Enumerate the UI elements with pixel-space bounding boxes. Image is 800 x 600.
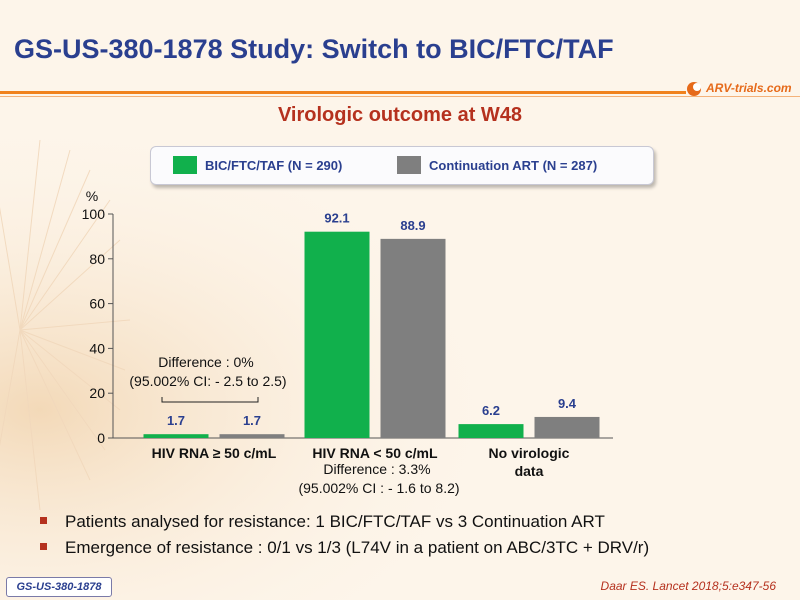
bullet-marker — [40, 517, 47, 524]
bar — [534, 416, 600, 438]
chart-legend: BIC/FTC/TAF (N = 290) Continuation ART (… — [150, 146, 654, 185]
y-tick-label: 0 — [97, 430, 105, 446]
legend-item-bic: BIC/FTC/TAF (N = 290) — [173, 156, 342, 174]
y-tick-label: 80 — [89, 251, 105, 267]
bar — [219, 434, 285, 438]
bullet-list: Patients analysed for resistance: 1 BIC/… — [40, 512, 790, 564]
arv-logo-icon — [687, 82, 701, 96]
bar — [458, 424, 524, 438]
x-tick-label: No virologic — [489, 445, 570, 461]
page-title: GS-US-380-1878 Study: Switch to BIC/FTC/… — [14, 34, 614, 64]
y-tick-label: 60 — [89, 296, 105, 312]
x-tick-label: HIV RNA ≥ 50 c/mL — [152, 445, 277, 461]
chart-subtitle: Virologic outcome at W48 — [277, 104, 523, 126]
arv-trials-logo: ARV-trials.com — [684, 78, 796, 100]
study-badge: GS-US-380-1878 — [6, 577, 112, 597]
y-tick-label: 20 — [89, 385, 105, 401]
bar — [380, 238, 446, 438]
difference-bracket — [161, 397, 259, 403]
difference-annotation: Difference : 3.3% — [323, 461, 430, 477]
data-label: 92.1 — [324, 211, 349, 226]
data-label: 1.7 — [243, 413, 261, 428]
data-label: 1.7 — [167, 413, 185, 428]
x-tick-label: data — [515, 463, 544, 479]
citation: Daar ES. Lancet 2018;5:e347-56 — [600, 579, 776, 593]
bar — [304, 231, 370, 438]
title-underline — [0, 91, 686, 94]
y-tick-label: 100 — [82, 206, 106, 222]
bullet-text: Emergence of resistance : 0/1 vs 1/3 (L7… — [65, 538, 650, 557]
x-tick-label: HIV RNA < 50 c/mL — [312, 445, 438, 461]
legend-item-continuation: Continuation ART (N = 287) — [397, 156, 597, 174]
bullet-item: Patients analysed for resistance: 1 BIC/… — [40, 512, 790, 532]
data-label: 6.2 — [482, 403, 500, 418]
bullet-item: Emergence of resistance : 0/1 vs 1/3 (L7… — [40, 538, 790, 558]
logo-text: ARV-trials.com — [706, 81, 792, 95]
study-badge-text: GS-US-380-1878 — [16, 581, 102, 593]
difference-annotation: (95.002% CI: - 2.5 to 2.5) — [129, 373, 286, 389]
bullet-text: Patients analysed for resistance: 1 BIC/… — [65, 512, 605, 531]
legend-swatch-bic — [173, 156, 197, 174]
data-label: 88.9 — [400, 218, 425, 233]
legend-label-bic: BIC/FTC/TAF (N = 290) — [205, 157, 343, 173]
bullet-marker — [40, 543, 47, 550]
difference-annotation: (95.002% CI : - 1.6 to 8.2) — [298, 480, 459, 496]
data-label: 9.4 — [558, 396, 577, 411]
legend-label-continuation: Continuation ART (N = 287) — [429, 157, 598, 173]
legend-swatch-continuation — [397, 156, 421, 174]
bar — [143, 434, 209, 438]
y-tick-label: 40 — [89, 340, 105, 356]
difference-annotation: Difference : 0% — [158, 354, 253, 370]
y-axis-label: % — [86, 188, 98, 204]
title-underline-thin — [0, 96, 800, 97]
